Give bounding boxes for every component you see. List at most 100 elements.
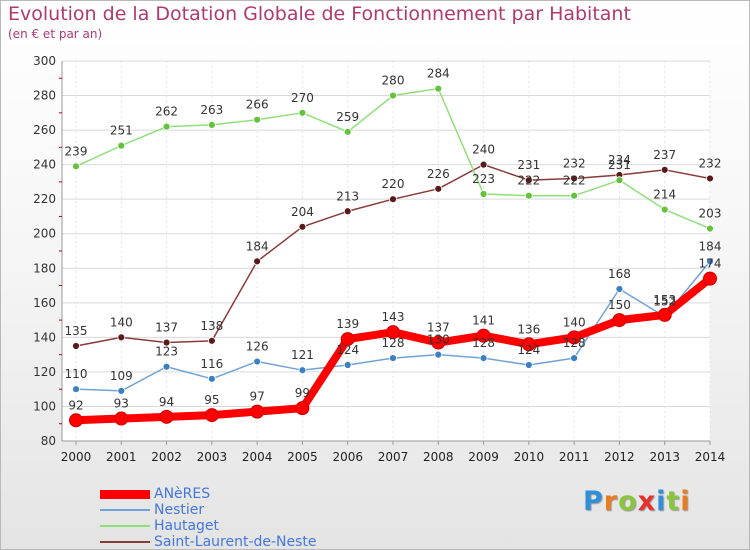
data-point <box>657 307 672 322</box>
data-label: 128 <box>563 336 586 350</box>
data-point <box>343 207 352 216</box>
line-chart: 80 100 120 140 160 180 200 220 240 260 280 300 2000 2… <box>33 54 726 464</box>
data-label: 124 <box>336 343 359 357</box>
data-label: 128 <box>382 336 405 350</box>
data-point <box>431 335 446 350</box>
y-tick-label: 180 <box>33 261 56 275</box>
data-point <box>253 115 262 124</box>
x-tick-label: 2003 <box>197 450 228 464</box>
x-tick-label: 2010 <box>514 450 545 464</box>
data-label: 95 <box>204 393 219 407</box>
data-label: 263 <box>200 103 223 117</box>
plot-area <box>62 61 710 441</box>
data-point <box>660 165 669 174</box>
series-an-res <box>69 271 717 428</box>
data-label: 139 <box>336 317 359 331</box>
y-tick-label: 300 <box>33 54 56 68</box>
y-tick-label: 160 <box>33 296 56 310</box>
data-point <box>72 342 80 350</box>
data-label: 140 <box>563 315 586 329</box>
data-label: 174 <box>699 257 722 271</box>
legend-label: Hautaget <box>154 518 220 534</box>
data-label: 126 <box>246 340 269 354</box>
data-point <box>298 108 307 117</box>
data-label: 138 <box>200 319 223 333</box>
data-label: 213 <box>336 189 359 203</box>
x-tick-label: 2001 <box>106 450 137 464</box>
x-tick-label: 2011 <box>559 450 590 464</box>
data-point <box>521 337 536 352</box>
data-label: 168 <box>608 267 631 281</box>
data-label: 150 <box>608 298 631 312</box>
data-label: 130 <box>427 333 450 347</box>
data-label: 93 <box>114 397 129 411</box>
x-tick-label: 2012 <box>604 450 635 464</box>
data-point <box>476 328 491 343</box>
data-point <box>298 222 307 231</box>
data-label: 232 <box>563 156 586 170</box>
data-label: 222 <box>517 174 540 188</box>
data-point <box>434 184 443 193</box>
data-label: 116 <box>200 357 223 371</box>
data-label: 99 <box>295 386 310 400</box>
data-point <box>340 332 355 347</box>
data-point <box>570 191 579 200</box>
data-point <box>162 338 171 347</box>
data-point <box>253 257 262 266</box>
data-label: 143 <box>382 310 405 324</box>
data-point <box>706 257 714 266</box>
y-tick-label: 260 <box>33 123 56 137</box>
data-label: 214 <box>653 188 676 202</box>
series-saint-laurent-de-neste <box>72 160 714 350</box>
data-label: 94 <box>159 395 174 409</box>
data-label: 239 <box>65 144 88 158</box>
data-label: 231 <box>608 158 631 172</box>
y-tick-label: 140 <box>33 330 56 344</box>
legend-swatch <box>100 509 150 511</box>
data-point <box>386 325 400 340</box>
data-point <box>479 354 488 362</box>
data-label: 262 <box>155 105 178 119</box>
data-point <box>706 224 714 233</box>
data-label: 97 <box>250 390 265 404</box>
x-tick-label: 2013 <box>649 450 680 464</box>
legend-swatch <box>100 541 150 543</box>
data-label: 231 <box>517 158 540 172</box>
data-point <box>159 409 174 424</box>
data-point <box>207 336 216 345</box>
data-point <box>207 374 216 383</box>
y-tick-label: 80 <box>41 434 56 448</box>
data-point <box>343 361 352 369</box>
data-point <box>389 91 397 100</box>
data-point <box>660 205 669 214</box>
y-tick-label: 120 <box>33 365 56 379</box>
data-point <box>524 176 533 185</box>
data-label: 203 <box>699 207 722 221</box>
data-label: 222 <box>563 174 586 188</box>
data-label: 226 <box>427 167 450 181</box>
data-point <box>706 174 714 183</box>
data-point <box>434 84 443 93</box>
data-label: 137 <box>427 321 450 335</box>
series-nestier <box>72 257 714 395</box>
data-point <box>570 354 579 362</box>
x-tick-label: 2000 <box>61 450 92 464</box>
data-label: 92 <box>68 398 83 412</box>
data-label: 135 <box>65 324 88 338</box>
data-label: 220 <box>382 177 405 191</box>
data-label: 204 <box>291 205 314 219</box>
data-point <box>114 411 129 426</box>
data-point <box>612 313 627 328</box>
series-hautaget <box>72 84 714 233</box>
data-point <box>570 174 579 183</box>
data-point <box>703 271 717 286</box>
data-label: 251 <box>110 124 133 138</box>
x-tick-label: 2002 <box>151 450 182 464</box>
x-tick-label: 2014 <box>695 450 726 464</box>
data-label: 123 <box>155 345 178 359</box>
data-point <box>615 176 624 185</box>
data-point <box>524 191 533 200</box>
x-tick-label: 2006 <box>332 450 363 464</box>
y-tick-label: 220 <box>33 192 56 206</box>
y-tick-label: 240 <box>33 158 56 172</box>
